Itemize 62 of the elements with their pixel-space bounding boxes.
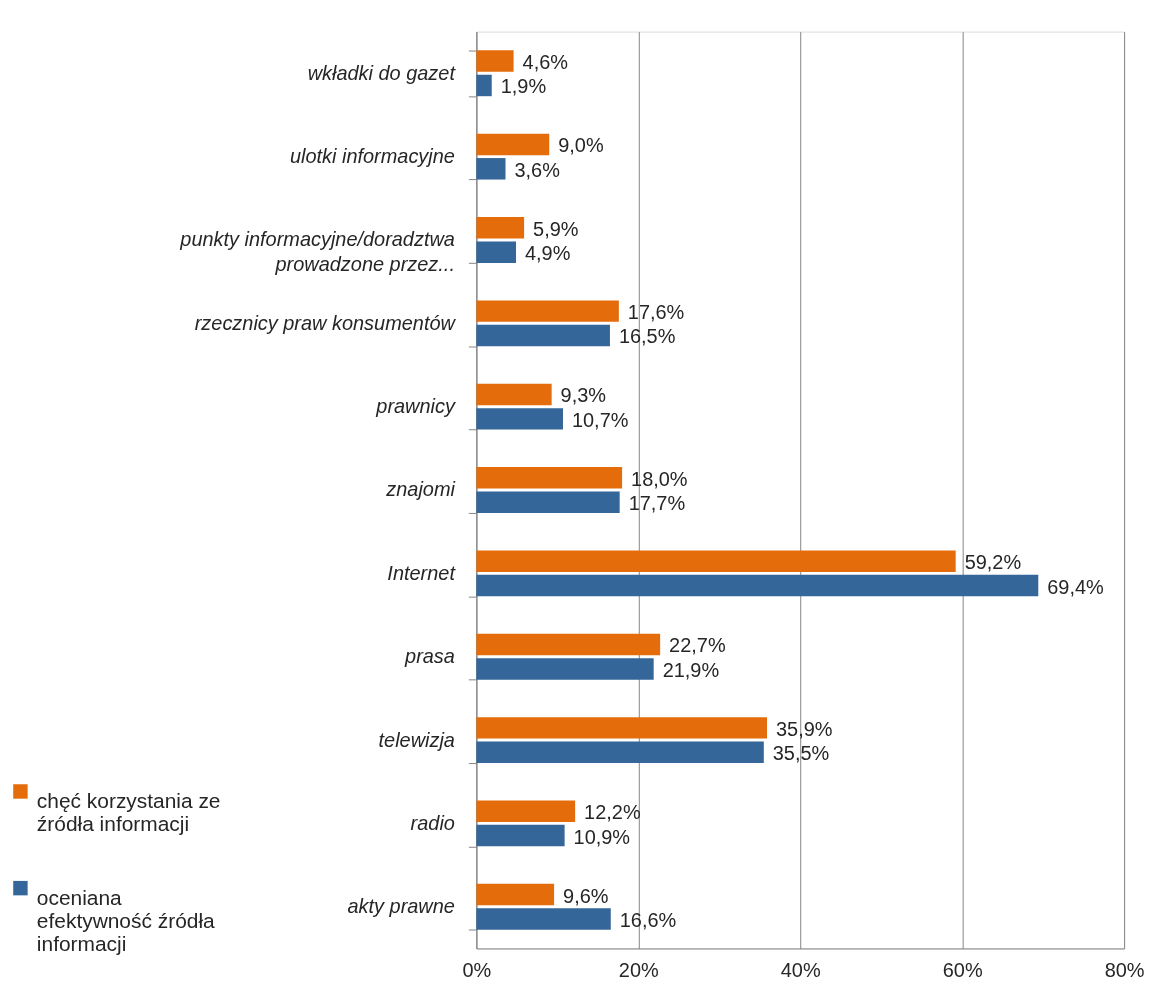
bar bbox=[476, 717, 768, 739]
bar bbox=[476, 550, 956, 572]
bar bbox=[476, 241, 517, 263]
data-label: 4,9% bbox=[524, 242, 571, 265]
data-label: 59,2% bbox=[964, 551, 1022, 574]
data-label: 1,9% bbox=[500, 75, 547, 98]
data-label: 21,9% bbox=[662, 658, 720, 681]
data-label: 18,0% bbox=[631, 467, 688, 490]
x-tick-label: 80% bbox=[1104, 958, 1145, 981]
bar bbox=[476, 908, 611, 930]
bar bbox=[476, 217, 525, 239]
data-label: 10,9% bbox=[573, 825, 631, 848]
y-tick-label: Internet bbox=[387, 561, 457, 584]
x-tick-label: 20% bbox=[618, 958, 659, 981]
bar bbox=[476, 467, 623, 489]
data-label: 17,6% bbox=[627, 301, 685, 324]
bar bbox=[476, 383, 552, 406]
bar bbox=[476, 633, 661, 656]
data-label: 16,5% bbox=[618, 325, 676, 348]
bar bbox=[476, 574, 1039, 597]
data-label: 35,9% bbox=[776, 717, 833, 740]
data-label: 17,7% bbox=[628, 492, 686, 515]
data-label: 9,3% bbox=[560, 384, 607, 407]
data-label: 9,6% bbox=[563, 884, 609, 907]
bar bbox=[476, 133, 550, 156]
bar bbox=[476, 158, 506, 180]
x-tick-label: 0% bbox=[462, 958, 492, 981]
y-tick-label: prasa bbox=[404, 645, 455, 668]
data-label: 22,7% bbox=[669, 634, 726, 657]
bar bbox=[476, 800, 576, 822]
data-label: 5,9% bbox=[533, 217, 579, 240]
data-label: 12,2% bbox=[584, 801, 641, 824]
data-label: 4,6% bbox=[522, 51, 568, 74]
bar bbox=[476, 324, 610, 347]
data-label: 3,6% bbox=[514, 158, 560, 181]
y-tick-label: prawnicy bbox=[375, 395, 456, 418]
y-tick-label: ulotki informacyjne bbox=[289, 145, 455, 168]
bar bbox=[476, 741, 764, 763]
y-tick-label: znajomi bbox=[385, 478, 456, 501]
y-tick-label: radio bbox=[410, 811, 455, 834]
data-label: 9,0% bbox=[558, 134, 604, 157]
y-tick-label: rzecznicy praw konsumentów bbox=[194, 311, 457, 334]
x-tick-label: 40% bbox=[780, 958, 821, 981]
data-label: 35,5% bbox=[772, 742, 830, 765]
bar bbox=[476, 74, 492, 97]
legend-label: chęć korzystania ze źródła informacji bbox=[36, 789, 221, 836]
data-label: 16,6% bbox=[619, 908, 677, 931]
y-tick-label: telewizja bbox=[378, 728, 455, 751]
bar bbox=[476, 300, 619, 322]
y-tick-label: punkty informacyjne/doradztwa prowadzone przez... bbox=[179, 228, 455, 276]
bar bbox=[476, 658, 654, 680]
y-tick-label: wkładki do gazet bbox=[307, 61, 457, 84]
data-label: 10,7% bbox=[571, 408, 629, 431]
x-tick-label: 60% bbox=[942, 958, 983, 981]
bar bbox=[476, 824, 565, 847]
bar bbox=[476, 491, 620, 513]
bar bbox=[476, 883, 555, 906]
legend-label: oceniana efektywność źródła informacji bbox=[36, 886, 216, 955]
data-label: 69,4% bbox=[1047, 575, 1104, 598]
bar bbox=[476, 50, 514, 72]
bar bbox=[476, 408, 563, 430]
y-tick-label: akty prawne bbox=[347, 895, 455, 918]
